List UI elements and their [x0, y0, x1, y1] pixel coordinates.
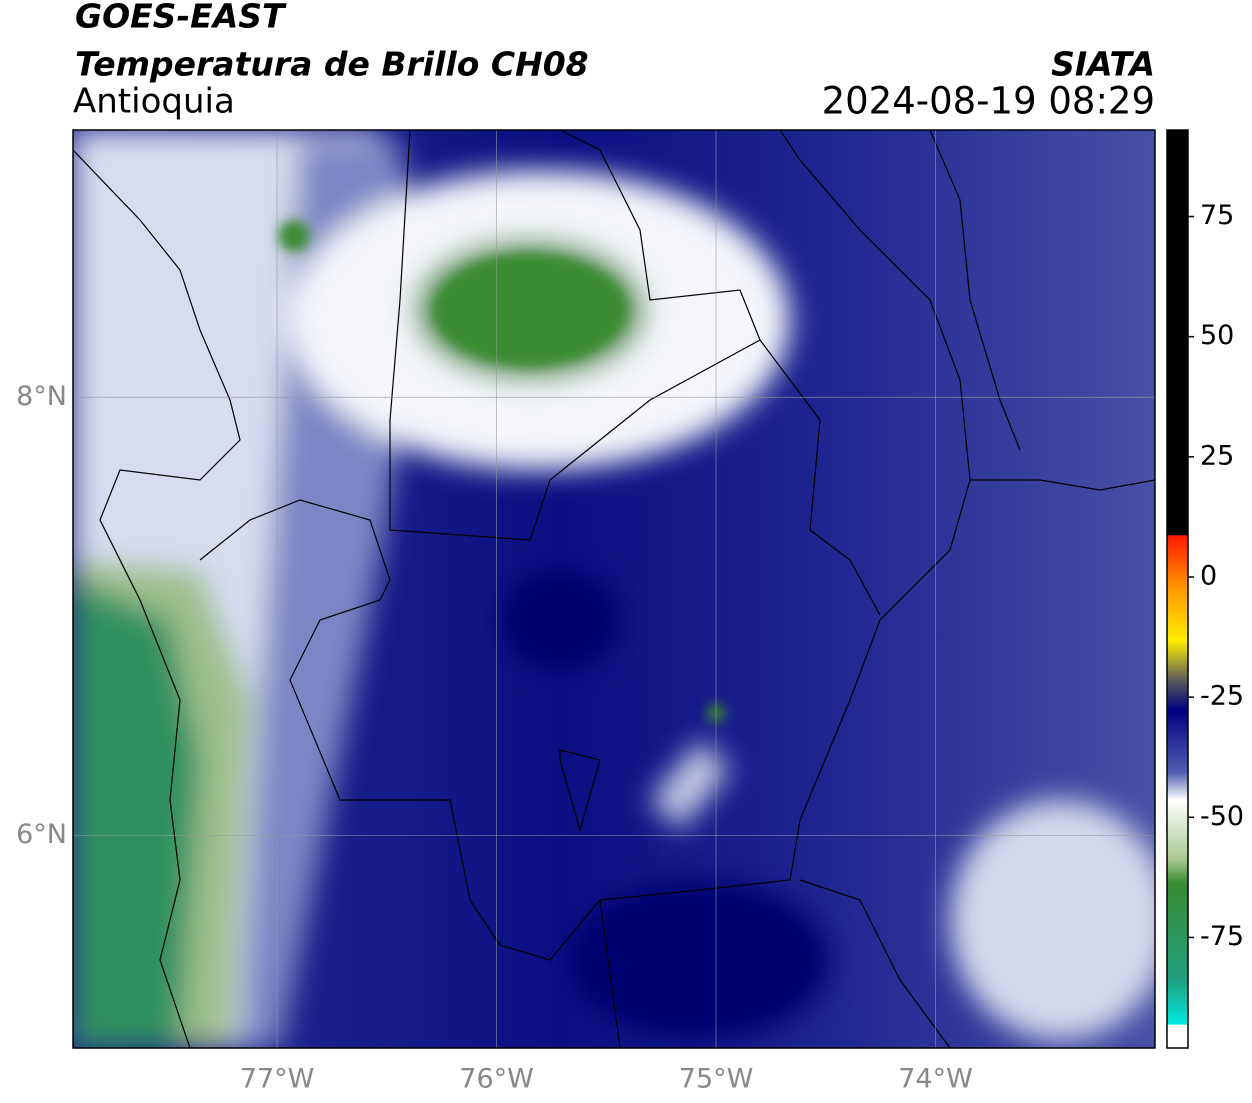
subtitle: Temperatura de Brillo CH08 [75, 45, 589, 84]
y-tick-label: 6°N [16, 819, 67, 850]
colorbar-tick-label: -75 [1200, 921, 1244, 952]
map-field [73, 130, 1155, 1048]
x-tick-label: 77°W [240, 1064, 315, 1095]
colorbar [1166, 129, 1189, 1049]
x-tick-label: 75°W [679, 1064, 754, 1095]
colorbar-tick-label: 0 [1200, 560, 1217, 591]
title: GOES-EAST [75, 0, 287, 36]
colorbar-tick-label: 75 [1200, 200, 1234, 231]
x-tick-label: 76°W [459, 1064, 534, 1095]
colorbar-tick-label: -25 [1200, 681, 1244, 712]
colorbar-tick-label: 50 [1200, 320, 1234, 351]
colorbar-tick-label: 25 [1200, 440, 1234, 471]
region: Antioquia [73, 82, 235, 122]
x-tick-label: 74°W [898, 1064, 973, 1095]
y-tick-label: 8°N [16, 381, 67, 412]
source: SIATA [1051, 45, 1155, 84]
map-frame [72, 129, 1156, 1049]
datetime: 2024-08-19 08:29 [822, 80, 1155, 123]
colorbar-tick-label: -50 [1200, 801, 1244, 832]
